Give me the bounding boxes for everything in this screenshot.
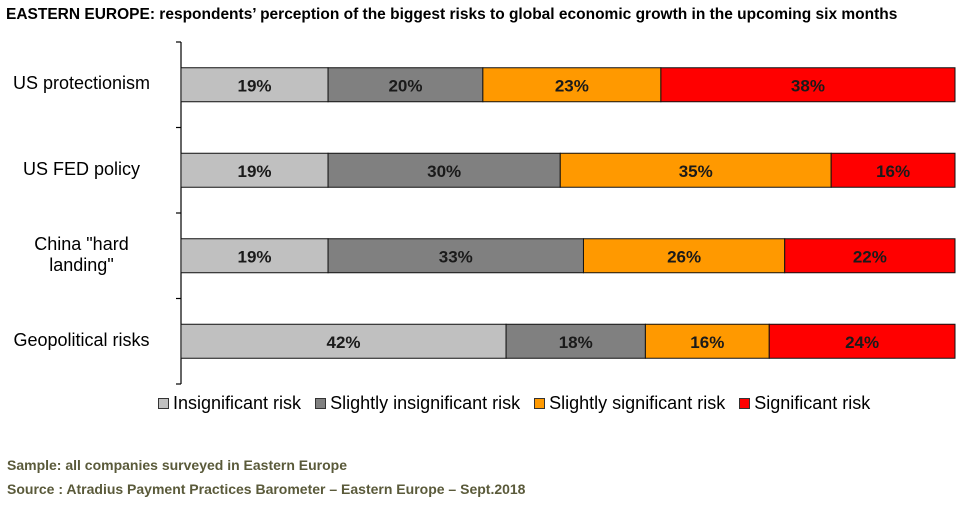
legend-label: Slightly insignificant risk (330, 393, 521, 413)
category-label: China "hard landing" (0, 234, 163, 276)
data-label: 30% (427, 162, 461, 181)
legend-label: Slightly significant risk (549, 393, 726, 413)
legend-swatch (534, 398, 546, 409)
category-label: US protectionism (0, 73, 163, 94)
bar-segment (180, 152, 329, 188)
legend-label: Insignificant risk (173, 393, 302, 413)
legend-item: Insignificant risk (158, 393, 301, 414)
data-label: 16% (690, 333, 724, 352)
bar-segment (660, 67, 956, 103)
data-label: 42% (327, 333, 361, 352)
footer: Sample: all companies surveyed in Easter… (7, 453, 525, 501)
data-label: 26% (667, 247, 701, 266)
bar-segment (582, 238, 786, 274)
bars-group: 19% 20% 23% 38% 19% 30% 35% 16% 19% 33% 26% 22% 42% 1… (180, 67, 956, 359)
data-label: 19% (238, 247, 272, 266)
category-label-line: US FED policy (22, 158, 141, 179)
legend-swatch (158, 398, 169, 409)
bar-segment (559, 152, 832, 188)
data-label: 22% (853, 247, 887, 266)
legend-swatch (315, 398, 327, 409)
bar-segment (327, 152, 561, 188)
bar-segment (644, 323, 770, 359)
data-label: 38% (791, 76, 825, 95)
bar-segment (768, 323, 956, 359)
category-label-line: US protectionism (12, 73, 151, 94)
legend-item: Significant risk (739, 393, 870, 414)
legend-item: Slightly insignificant risk (315, 393, 520, 414)
data-label: 23% (555, 76, 589, 95)
data-label: 33% (439, 247, 473, 266)
data-label: 19% (238, 162, 272, 181)
bar-segment (180, 323, 507, 359)
category-axis (176, 41, 182, 385)
bar-segment (830, 152, 956, 188)
legend-item: Slightly significant risk (534, 393, 725, 414)
bar-segment (327, 67, 484, 103)
data-label: 19% (238, 76, 272, 95)
bar-segment (327, 238, 584, 274)
data-label: 18% (559, 333, 593, 352)
stacked-bar-chart: 19% 20% 23% 38% 19% 30% 35% 16% 19% 33% 26% 22% 42% 1… (176, 41, 956, 385)
data-label: 16% (876, 162, 910, 181)
legend-swatch (739, 398, 751, 409)
category-label: Geopolitical risks (0, 330, 163, 351)
bar-segment (784, 238, 956, 274)
category-label-line: Geopolitical risks (13, 329, 150, 350)
data-label: 24% (845, 333, 879, 352)
chart-title: EASTERN EUROPE: respondents’ perception … (6, 6, 898, 23)
bar-segment (180, 238, 329, 274)
category-label: US FED policy (0, 159, 163, 180)
category-label-line: landing" (49, 254, 114, 275)
category-label-line: China "hard (34, 233, 129, 254)
sample-note: Sample: all companies surveyed in Easter… (7, 457, 348, 473)
legend-label: Significant risk (754, 393, 871, 413)
bar-segment (505, 323, 646, 359)
legend: Insignificant risk Slightly insignificant… (158, 393, 884, 414)
source-note: Source : Atradius Payment Practices Baro… (7, 481, 526, 497)
data-label: 20% (388, 76, 422, 95)
data-label: 35% (679, 162, 713, 181)
